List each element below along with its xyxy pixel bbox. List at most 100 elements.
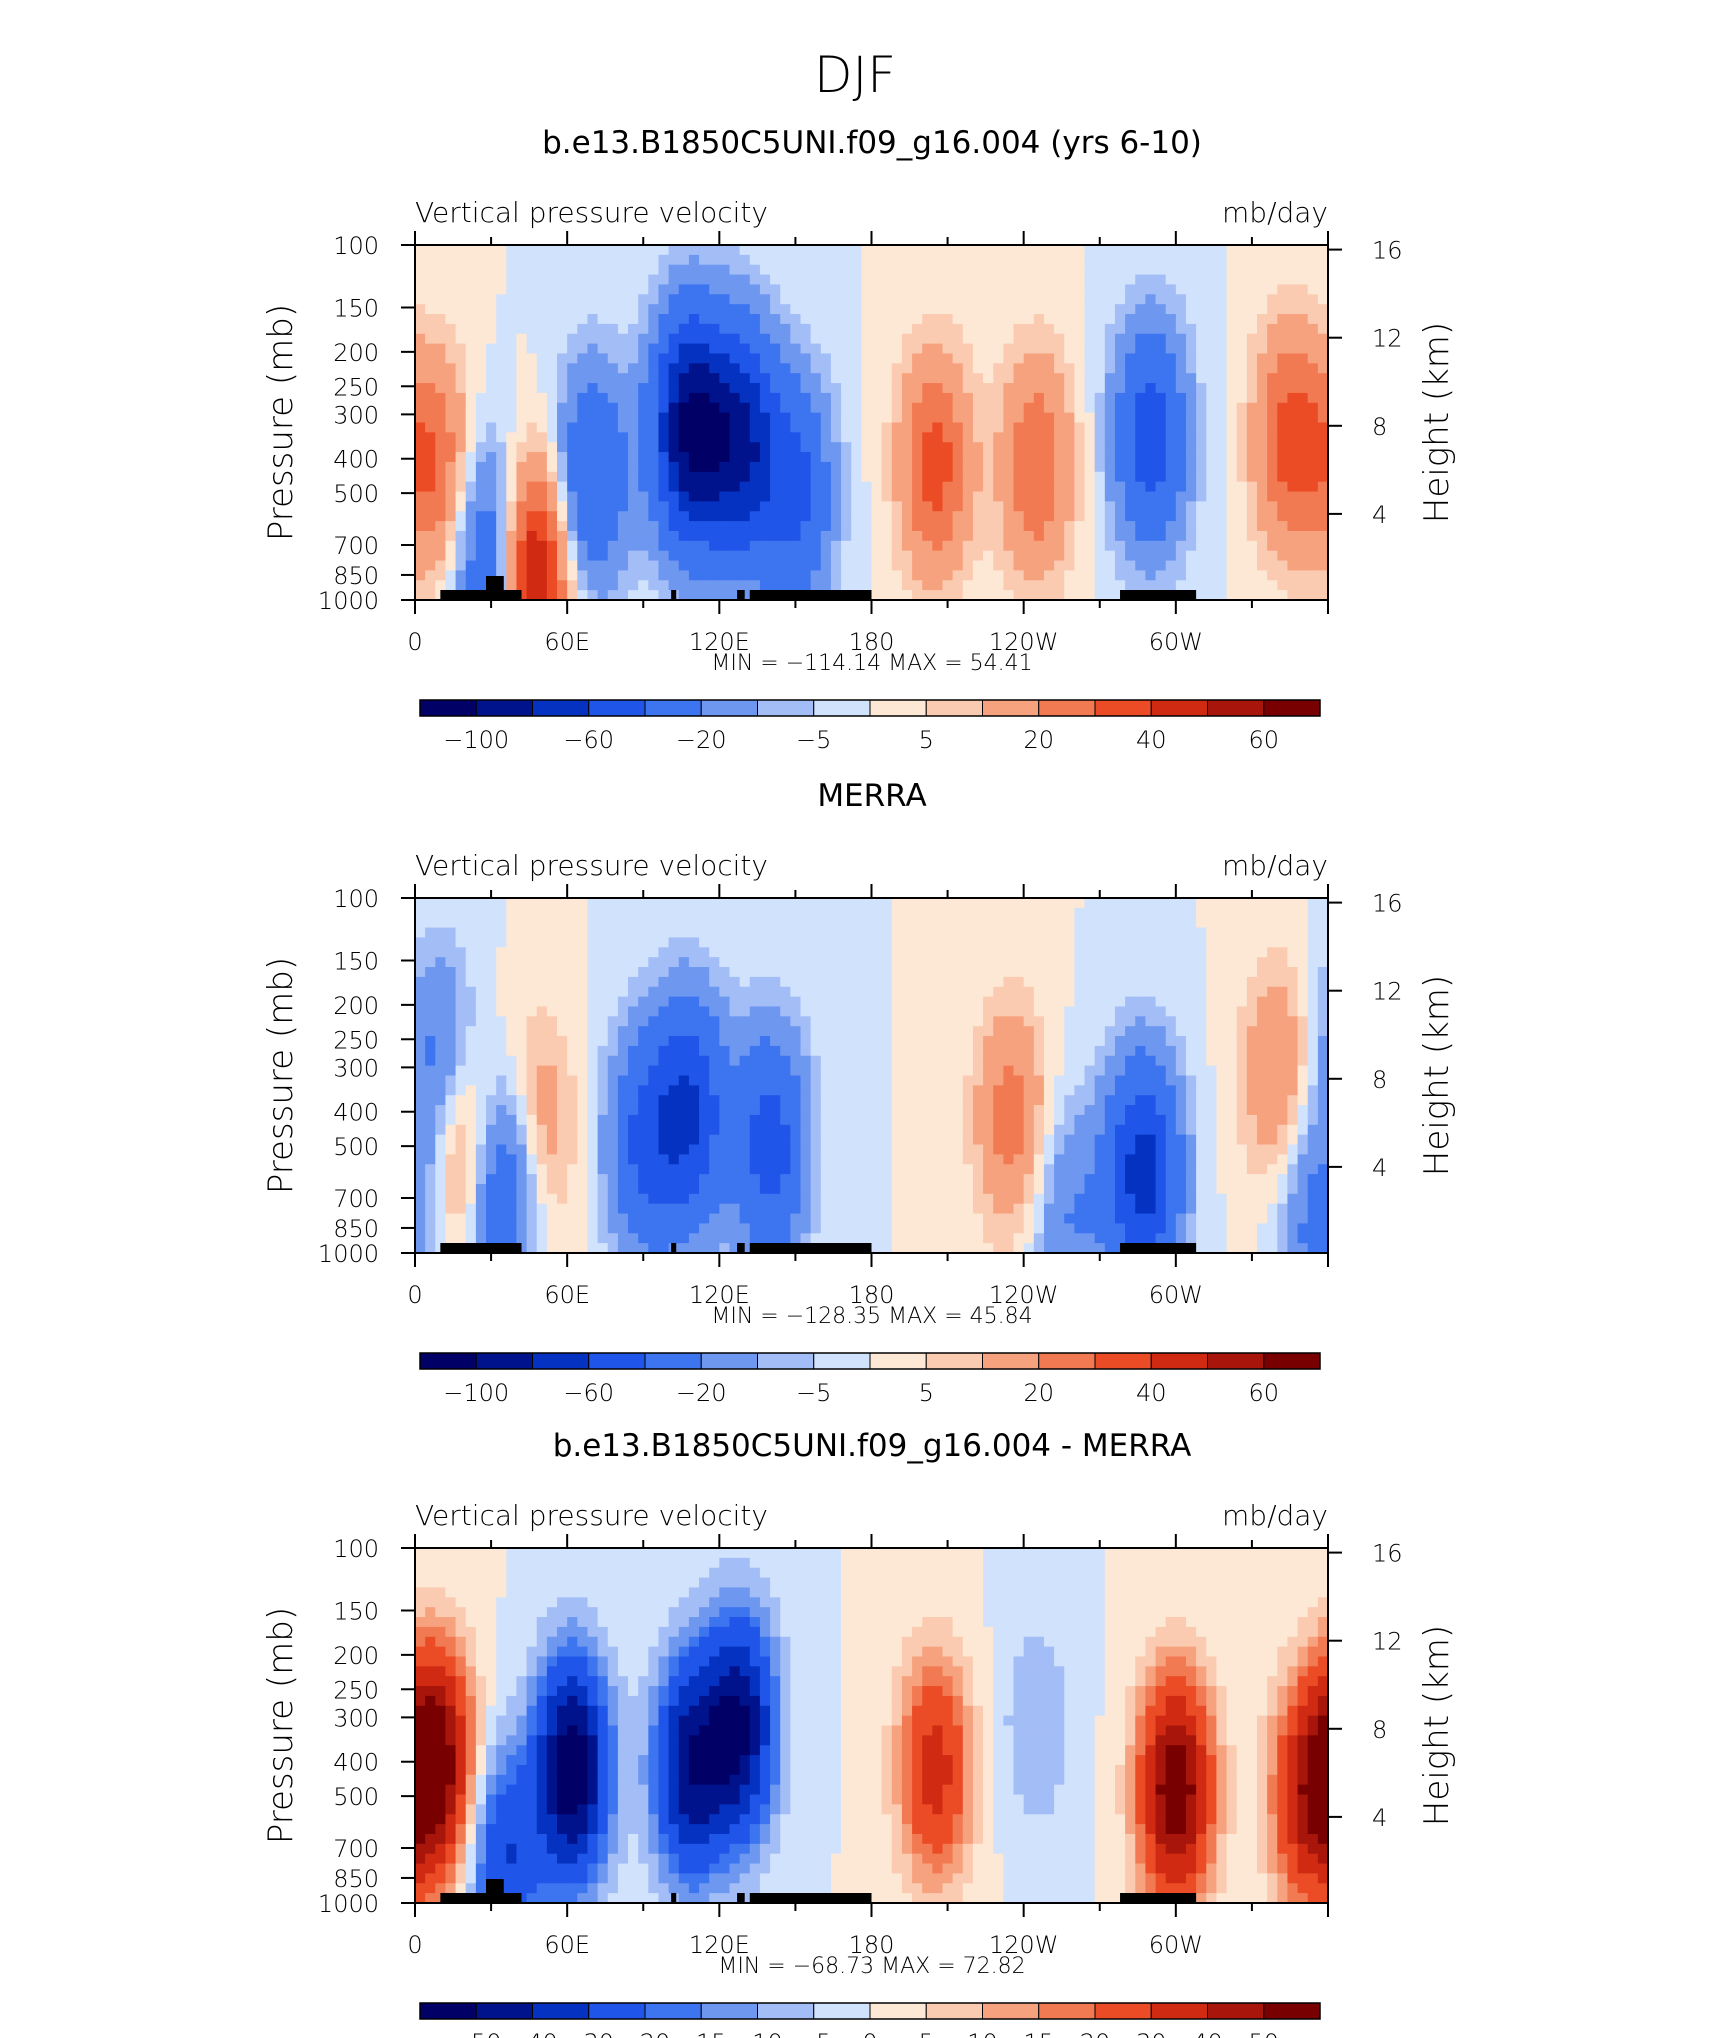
heatmap-cell — [861, 957, 873, 968]
heatmap-cell — [1216, 570, 1228, 581]
heatmap-cell — [688, 521, 700, 532]
heatmap-cell — [901, 1026, 913, 1037]
heatmap-cell — [739, 373, 751, 384]
heatmap-cell — [861, 967, 873, 978]
heatmap-cell — [435, 570, 447, 581]
heatmap-cell — [557, 284, 568, 295]
heatmap-cell — [709, 442, 720, 453]
heatmap-cell — [901, 907, 913, 919]
heatmap-cell — [1256, 501, 1268, 512]
heatmap-cell — [1084, 304, 1096, 315]
heatmap-cell — [749, 471, 761, 483]
heatmap-cell — [1074, 501, 1086, 512]
heatmap-cell — [891, 323, 903, 335]
heatmap-cell — [516, 1065, 528, 1077]
heatmap-cell — [1267, 501, 1278, 512]
heatmap-cell — [1104, 461, 1116, 473]
heatmap-cell — [1003, 442, 1015, 453]
heatmap-cell — [932, 501, 944, 512]
heatmap-cell — [972, 967, 984, 978]
heatmap-cell — [486, 471, 497, 483]
heatmap-cell — [759, 412, 771, 424]
heatmap-cell — [587, 264, 599, 276]
heatmap-cell — [1013, 898, 1025, 909]
heatmap-cell — [597, 550, 609, 562]
heatmap-cell — [536, 432, 548, 443]
heatmap-cell — [972, 422, 984, 433]
heatmap-cell — [1114, 560, 1126, 572]
heatmap-cell — [922, 264, 933, 276]
heatmap-cell — [1297, 917, 1309, 929]
heatmap-cell — [435, 402, 447, 414]
heatmap-cell — [1216, 1006, 1228, 1017]
heatmap-cell — [841, 442, 852, 453]
heatmap-cell — [1165, 986, 1177, 998]
heatmap-cell — [972, 580, 984, 591]
heatmap-cell — [688, 274, 700, 286]
heatmap-cell — [648, 323, 660, 335]
heatmap-cell — [1043, 245, 1055, 256]
heatmap-cell — [1185, 570, 1197, 581]
heatmap-cell — [628, 264, 639, 276]
heatmap-cell — [567, 590, 578, 601]
heatmap-cell — [1216, 323, 1228, 335]
heatmap-cell — [1287, 343, 1299, 355]
heatmap-cell — [678, 1055, 690, 1067]
heatmap-cell — [435, 1016, 447, 1027]
heatmap-cell — [1165, 471, 1177, 483]
heatmap-cell — [536, 461, 548, 473]
heatmap-cell — [983, 511, 994, 522]
heatmap-cell — [972, 471, 984, 483]
heatmap-cell — [1216, 1065, 1228, 1077]
heatmap-cell — [688, 996, 700, 1008]
heatmap-cell — [1084, 264, 1096, 276]
heatmap-cell — [415, 967, 426, 978]
heatmap-cell — [557, 937, 568, 948]
heatmap-cell — [455, 274, 467, 286]
heatmap-cell — [648, 937, 660, 948]
heatmap-cell — [557, 383, 568, 394]
heatmap-cell — [861, 996, 873, 1008]
heatmap-cell — [861, 353, 873, 364]
heatmap-cell — [749, 254, 761, 266]
heatmap-cell — [759, 927, 771, 939]
heatmap-cell — [1094, 580, 1106, 591]
heatmap-cell — [993, 1055, 1004, 1067]
heatmap-cell — [536, 363, 548, 374]
heatmap-cell — [983, 540, 994, 552]
heatmap-cell — [922, 580, 933, 591]
heatmap-cell — [688, 898, 700, 909]
heatmap-cell — [891, 383, 903, 394]
heatmap-cell — [435, 254, 447, 266]
heatmap-cell — [1175, 927, 1187, 939]
heatmap-cell — [1317, 442, 1329, 453]
heatmap-cell — [1114, 570, 1126, 581]
heatmap-cell — [1196, 560, 1207, 572]
heatmap-cell — [993, 1016, 1004, 1027]
heatmap-cell — [455, 491, 467, 502]
heatmap-cell — [1094, 530, 1106, 542]
heatmap-cell — [1135, 560, 1146, 572]
heatmap-cell — [841, 1036, 852, 1047]
heatmap-cell — [851, 986, 862, 998]
heatmap-cell — [851, 471, 862, 483]
heatmap-cell — [1277, 590, 1289, 601]
heatmap-cell — [546, 1036, 558, 1047]
heatmap-field — [415, 898, 1329, 1254]
heatmap-cell — [577, 540, 589, 552]
heatmap-cell — [759, 422, 771, 433]
heatmap-cell — [1074, 907, 1086, 919]
heatmap-cell — [1043, 353, 1055, 364]
heatmap-cell — [506, 264, 518, 276]
heatmap-cell — [435, 1036, 447, 1047]
heatmap-cell — [1236, 383, 1248, 394]
heatmap-cell — [790, 422, 802, 433]
heatmap-cell — [901, 540, 913, 552]
heatmap-cell — [567, 957, 578, 968]
heatmap-cell — [891, 373, 903, 384]
heatmap-cell — [1226, 560, 1238, 572]
heatmap-cell — [881, 245, 893, 256]
heatmap-cell — [688, 314, 700, 325]
heatmap-cell — [1033, 550, 1045, 562]
heatmap-cell — [1287, 333, 1299, 345]
